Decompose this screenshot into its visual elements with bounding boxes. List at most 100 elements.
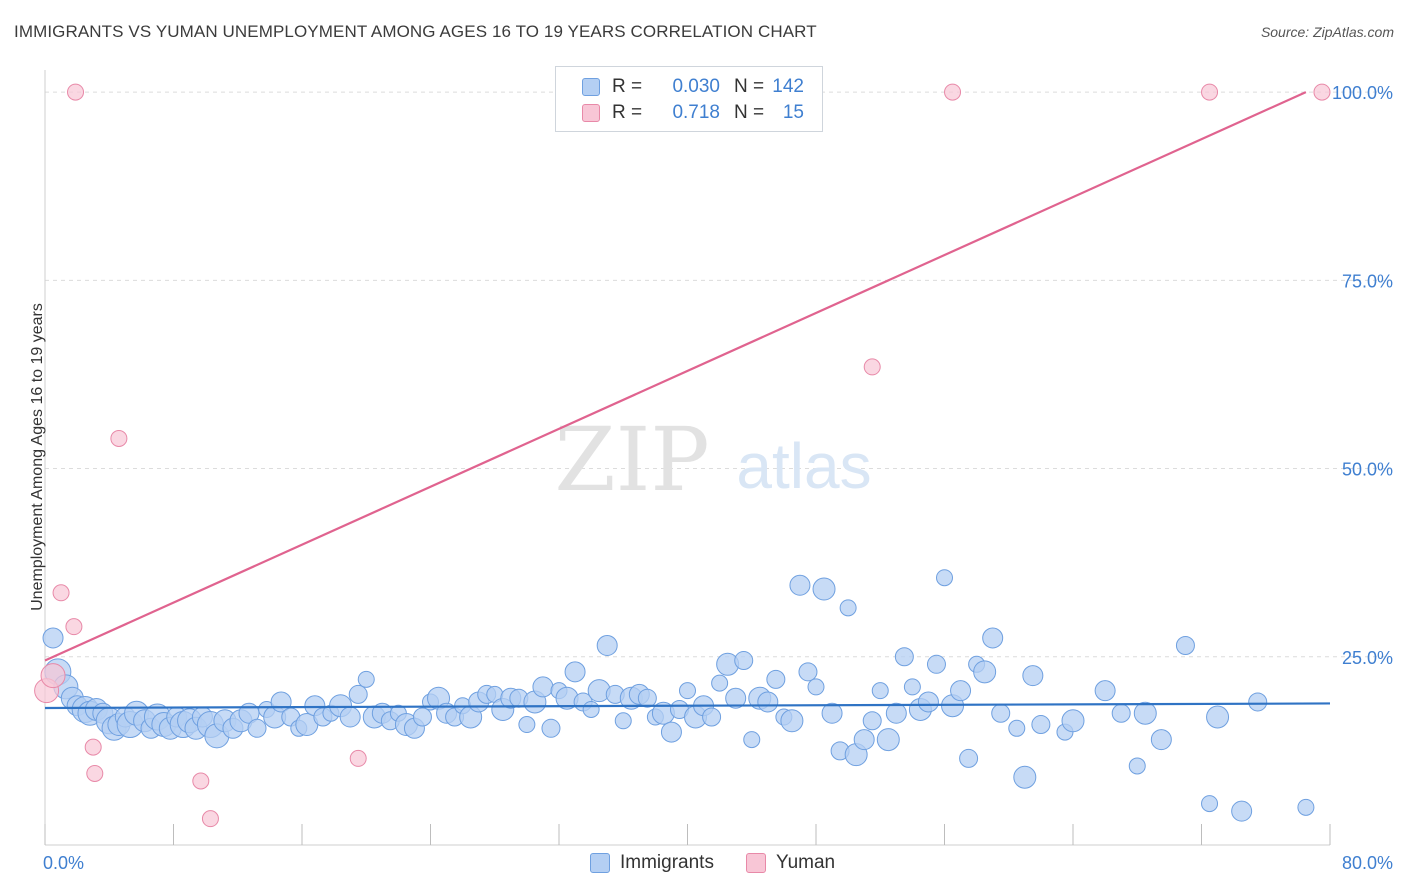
gridlines — [45, 91, 1390, 658]
yuman-point — [863, 358, 881, 376]
yuman-point — [52, 584, 70, 602]
immigrants-point — [702, 707, 722, 727]
series-legend-immigrants: Immigrants — [590, 852, 714, 874]
immigrants-point — [1031, 715, 1051, 735]
immigrants-point — [541, 718, 561, 738]
immigrants-point — [894, 647, 914, 667]
immigrants-point — [903, 678, 921, 696]
immigrants-point — [1175, 635, 1195, 655]
legend-r-value: 0.718 — [672, 102, 720, 123]
series-legend-yuman: Yuman — [745, 852, 835, 874]
watermark-zip: ZIP — [554, 408, 709, 511]
yuman-point — [110, 429, 128, 447]
legend-n-value: 142 — [772, 76, 804, 97]
immigrants-point — [1201, 795, 1219, 813]
immigrants-point — [926, 654, 946, 674]
source-label: Source: ZipAtlas.com — [1260, 24, 1394, 40]
watermark: ZIP atlas — [554, 408, 871, 511]
legend-n-value: 15 — [782, 102, 804, 123]
y-tick-label: 25.0% — [1342, 648, 1393, 668]
immigrants-point — [637, 688, 657, 708]
trend-lines — [44, 91, 1331, 710]
immigrants-point — [862, 711, 882, 731]
immigrants-point — [532, 676, 554, 698]
legend-n-label: N = — [734, 102, 765, 123]
immigrants-point — [247, 718, 267, 738]
immigrants-point — [412, 707, 432, 727]
immigrants-point — [518, 716, 536, 734]
yuman-point — [67, 83, 85, 101]
immigrants-point — [1111, 703, 1131, 723]
immigrants-point — [950, 680, 972, 702]
immigrants-point — [885, 702, 907, 724]
immigrants-point — [991, 703, 1011, 723]
immigrants-point — [582, 700, 600, 718]
yuman-point — [1201, 83, 1219, 101]
series-swatch-immigrants — [590, 853, 610, 873]
immigrants-point — [1231, 800, 1253, 822]
yuman-point — [944, 83, 962, 101]
immigrants-point — [660, 721, 682, 743]
yuman-point — [86, 764, 104, 782]
legend-r-label: R = — [612, 76, 643, 97]
series-swatch-yuman — [745, 853, 766, 873]
immigrants-point — [936, 569, 953, 587]
yuman-point — [84, 738, 102, 756]
immigrants-point — [564, 661, 586, 683]
immigrants-point — [42, 627, 64, 649]
y-tick-label: 100.0% — [1332, 83, 1393, 103]
immigrants-point — [679, 682, 696, 700]
immigrants-point — [1297, 798, 1315, 816]
x-tick-label: 80.0% — [1342, 853, 1393, 873]
y-tick-label: 50.0% — [1342, 460, 1393, 480]
immigrants-point — [821, 702, 843, 724]
immigrants-point — [853, 729, 875, 751]
immigrants-point — [798, 662, 818, 682]
y-axis-label: Unemployment Among Ages 16 to 19 years — [29, 303, 46, 611]
immigrants-point — [711, 674, 729, 692]
immigrants-point — [357, 670, 375, 688]
legend-row-immigrants: R = 0.030 N = 142 — [582, 74, 804, 100]
yuman-point — [349, 749, 367, 767]
legend-r-label: R = — [612, 102, 643, 123]
legend-swatch-immigrants — [582, 78, 600, 96]
immigrants-point — [812, 577, 836, 601]
yuman-point — [40, 663, 66, 689]
watermark-atlas: atlas — [736, 430, 871, 502]
immigrants-point — [757, 691, 779, 713]
immigrants-point — [743, 731, 761, 749]
yuman-trend-line — [44, 91, 1307, 662]
y-tick-label: 75.0% — [1342, 271, 1393, 291]
immigrants-point — [780, 709, 804, 733]
tick-labels: 25.0% 50.0% 75.0% 100.0% 0.0% 80.0% — [43, 83, 1393, 873]
immigrants-point — [917, 691, 939, 713]
immigrants-point — [596, 634, 618, 656]
immigrants-point — [1022, 665, 1044, 687]
immigrants-point — [725, 687, 747, 709]
immigrants-point — [1206, 705, 1230, 729]
immigrants-trend-line — [44, 702, 1331, 710]
immigrants-point — [839, 599, 857, 617]
yuman-point — [1313, 83, 1331, 101]
correlation-legend: R = 0.030 N = 142 R = 0.718 N = 15 — [555, 66, 823, 132]
immigrants-point — [1133, 701, 1157, 725]
chart-title: IMMIGRANTS VS YUMAN UNEMPLOYMENT AMONG A… — [14, 22, 817, 41]
yuman-point — [201, 810, 219, 828]
yuman-point — [192, 772, 210, 790]
immigrants-point — [1061, 709, 1085, 733]
legend-swatch-yuman — [582, 104, 600, 122]
immigrants-point — [789, 574, 811, 596]
immigrants-point — [339, 706, 361, 728]
immigrants-point — [982, 627, 1004, 649]
immigrants-point — [614, 712, 632, 730]
immigrants-point — [876, 728, 900, 752]
series-legend: Immigrants Yuman — [590, 852, 867, 874]
immigrants-point — [1248, 692, 1268, 712]
immigrants-point — [871, 682, 889, 700]
series-label-immigrants: Immigrants — [620, 852, 714, 873]
immigrants-point — [1013, 765, 1037, 789]
immigrants-point — [973, 660, 997, 684]
immigrants-point — [734, 651, 754, 671]
legend-n-label: N = — [734, 76, 765, 97]
immigrants-point — [1128, 757, 1146, 775]
